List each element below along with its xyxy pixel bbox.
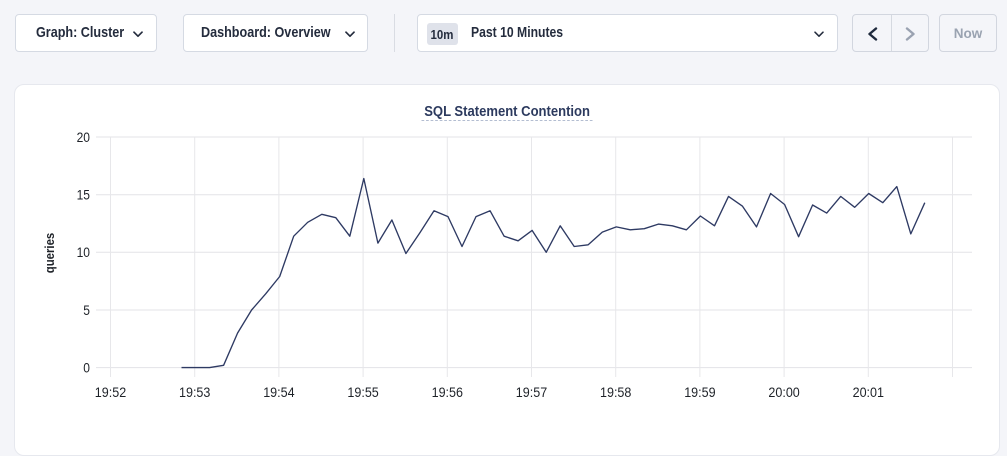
svg-text:19:54: 19:54: [263, 385, 295, 400]
svg-text:20:01: 20:01: [853, 385, 884, 400]
svg-text:19:55: 19:55: [347, 385, 378, 400]
svg-text:10: 10: [77, 245, 90, 260]
svg-text:19:52: 19:52: [95, 385, 126, 400]
svg-text:0: 0: [83, 361, 90, 376]
svg-text:19:59: 19:59: [684, 385, 715, 400]
svg-text:19:57: 19:57: [516, 385, 547, 400]
svg-text:queries: queries: [42, 233, 57, 274]
svg-text:19:53: 19:53: [179, 385, 210, 400]
svg-text:20:00: 20:00: [768, 385, 799, 400]
svg-text:5: 5: [83, 303, 90, 318]
svg-text:20: 20: [77, 130, 90, 145]
svg-text:15: 15: [77, 188, 90, 203]
svg-text:19:58: 19:58: [600, 385, 631, 400]
svg-text:19:56: 19:56: [432, 385, 463, 400]
